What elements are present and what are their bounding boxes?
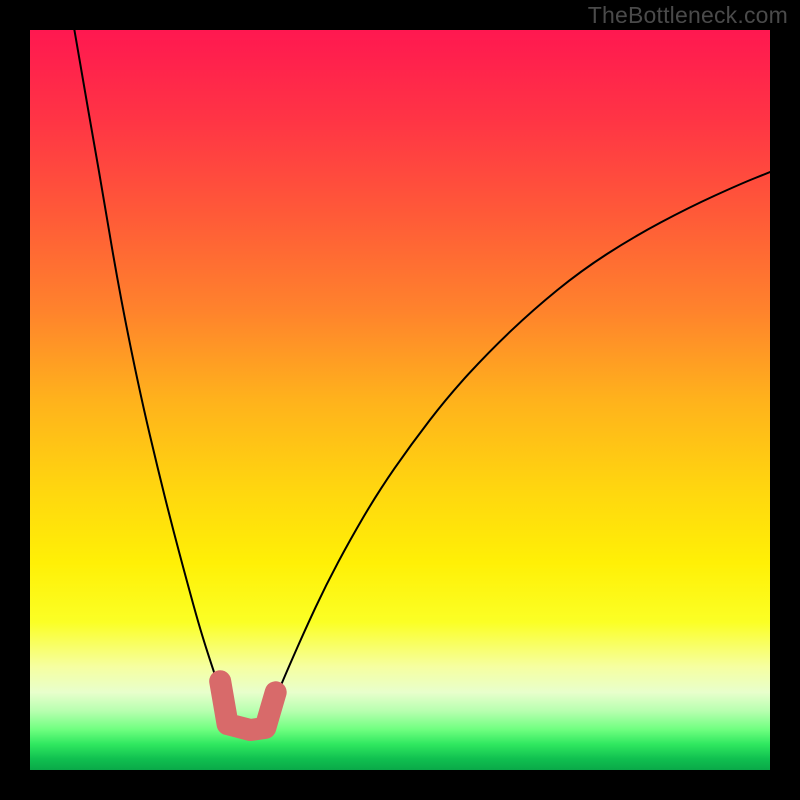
bottleneck-chart [0, 0, 800, 800]
watermark-text: TheBottleneck.com [588, 2, 788, 29]
chart-frame: TheBottleneck.com [0, 0, 800, 800]
